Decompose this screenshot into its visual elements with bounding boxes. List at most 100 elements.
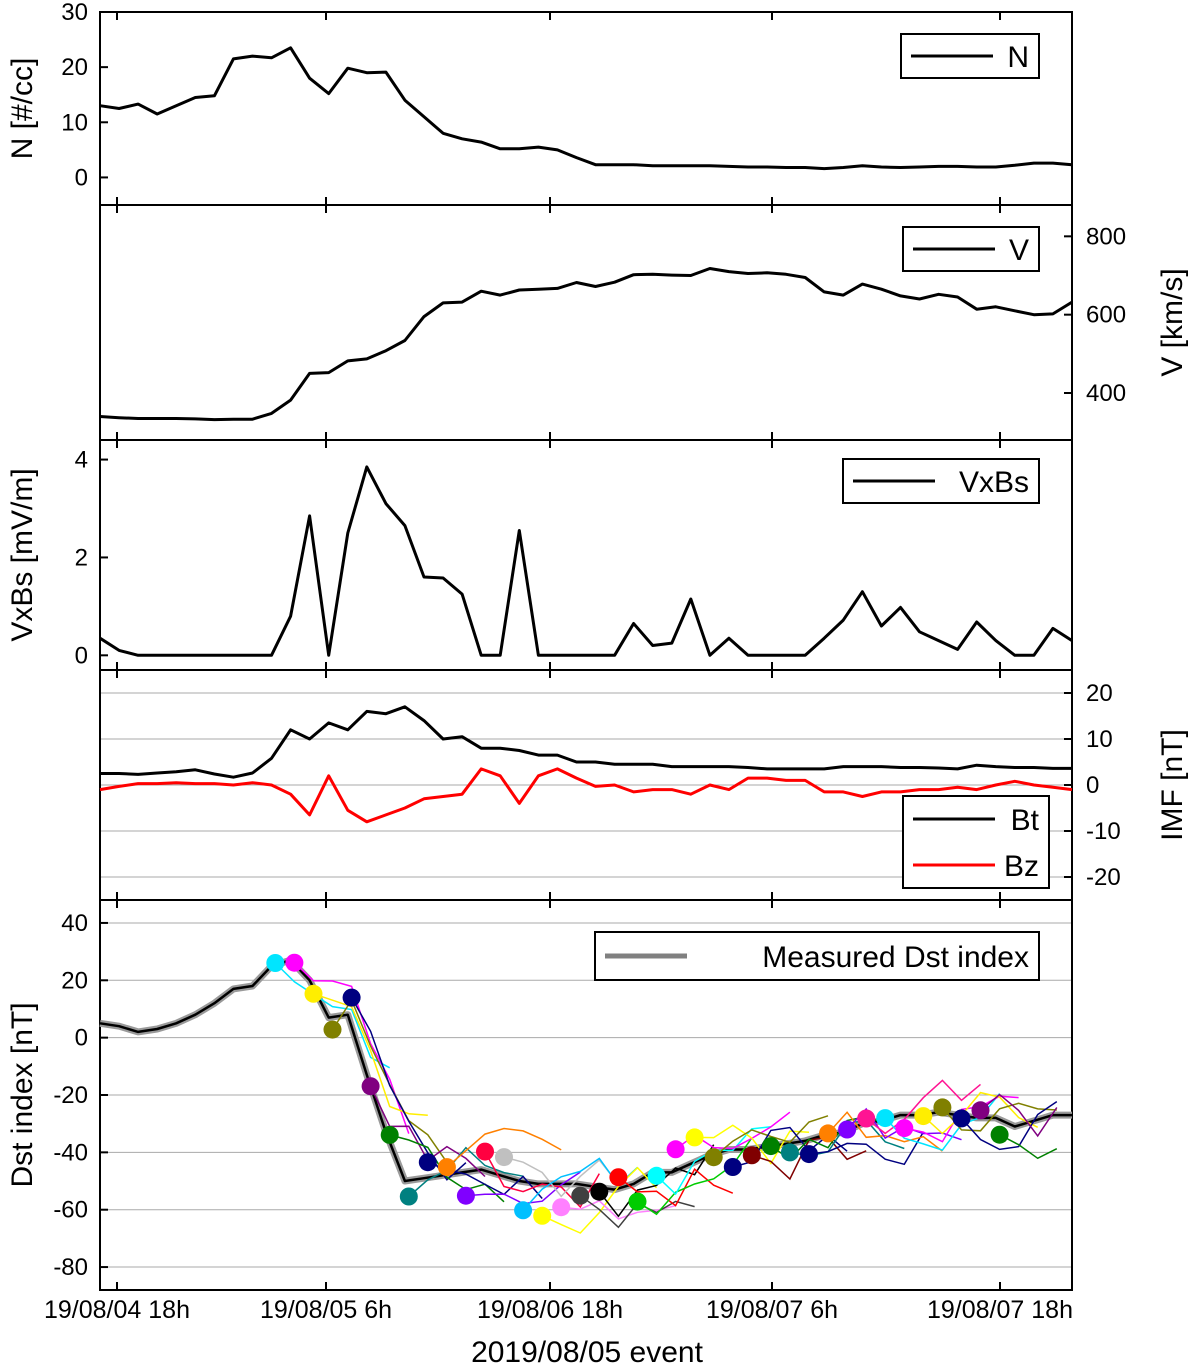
forecast-start-marker [723, 1158, 742, 1176]
y-tick-label: 0 [75, 164, 88, 191]
y-axis-label: N [#/cc] [6, 58, 39, 160]
forecast-trace [980, 1093, 1058, 1138]
forecast-start-marker [609, 1168, 628, 1187]
forecast-start-marker [418, 1153, 437, 1172]
forecast-start-marker [704, 1148, 723, 1167]
legend: VxBs [842, 458, 1040, 504]
panel-5: -80 -60 -40 -20 0 20 40 Dst index [nT] Measured … [6, 899, 1073, 1291]
y-tick-label: 0 [75, 1025, 88, 1052]
forecast-start-marker [476, 1142, 494, 1161]
y-tick-label: 20 [61, 54, 88, 81]
forecast-trace [446, 1127, 562, 1168]
series-bz-line [99, 767, 1073, 824]
forecast-start-marker [266, 954, 285, 972]
y-tick-label: 2 [75, 544, 88, 571]
forecast-start-marker [323, 1020, 342, 1039]
y-axis-label: IMF [nT] [1156, 729, 1189, 841]
forecast-trace [484, 1151, 600, 1209]
x-tick-label: 19/08/05 6h [260, 1296, 392, 1324]
x-tick-label: 19/08/07 6h [706, 1296, 838, 1324]
forecast-start-marker [495, 1148, 513, 1167]
forecast-start-marker [399, 1187, 418, 1206]
y-tick-label: 800 [1086, 223, 1126, 250]
y-axis-label: Dst index [nT] [6, 1002, 39, 1187]
forecast-trace [313, 993, 428, 1116]
legend: Measured Dst index [594, 931, 1040, 981]
y-tick-label: 400 [1086, 380, 1126, 407]
forecast-trace [941, 1102, 1057, 1132]
forecast-start-marker [304, 984, 323, 1003]
forecast-trace [561, 1199, 676, 1220]
x-tick-label: 19/08/07 18h [927, 1296, 1073, 1324]
forecast-trace [694, 1124, 810, 1165]
series-n-line [99, 46, 1073, 171]
panel-3: 0 2 4 VxBs [mV/m] VxBs [6, 439, 1073, 671]
forecast-start-marker [990, 1125, 1009, 1144]
forecast-start-marker [742, 1146, 761, 1165]
forecast-start-marker [533, 1206, 552, 1225]
forecast-start-marker [342, 988, 361, 1007]
legend-entry: V [1009, 234, 1029, 267]
forecast-start-marker [838, 1120, 857, 1139]
legend-entry: Bt [1011, 804, 1040, 837]
forecast-start-marker [819, 1124, 837, 1143]
forecast-start-marker [456, 1186, 475, 1205]
forecast-start-marker [780, 1143, 799, 1162]
forecast-start-marker [514, 1201, 533, 1220]
y-tick-label: -80 [53, 1254, 88, 1281]
y-tick-label: -20 [1086, 864, 1121, 891]
forecast-trace [617, 1168, 734, 1207]
y-tick-label: -20 [53, 1082, 88, 1109]
forecast-start-marker [685, 1128, 704, 1147]
forecast-trace [541, 1166, 658, 1234]
y-tick-label: -10 [1086, 818, 1121, 845]
series-measured-dst-index-line [99, 958, 1072, 1191]
x-axis-label: 2019/08/05 event [471, 1336, 704, 1369]
legend-entry: Bz [1004, 850, 1039, 883]
y-tick-label: 10 [61, 109, 88, 136]
legend-box [902, 795, 1050, 889]
forecast-start-marker [800, 1145, 818, 1164]
x-axis: 19/08/04 18h 19/08/05 6h 19/08/06 18h 19… [44, 1296, 1073, 1369]
panel-2: 400 600 800 V [km/s] V [99, 204, 1189, 441]
x-tick-label: 19/08/06 18h [477, 1296, 623, 1324]
forecast-start-marker [437, 1158, 456, 1177]
legend-box [594, 931, 1040, 981]
forecast-trace [999, 1134, 1058, 1160]
forecast-start-marker [628, 1192, 647, 1211]
y-tick-label: 20 [61, 967, 88, 994]
forecast-start-marker [914, 1107, 933, 1126]
forecast-trace [350, 997, 467, 1181]
legend: V [902, 226, 1040, 272]
forecast-start-marker [590, 1182, 609, 1201]
forecast-start-marker [666, 1140, 685, 1159]
y-tick-label: 40 [61, 910, 88, 937]
y-tick-label: 10 [1086, 726, 1113, 753]
series-vxbs-line [99, 465, 1073, 657]
legend: N [900, 33, 1040, 79]
forecast-trace [808, 1131, 924, 1166]
forecast-start-marker [380, 1125, 399, 1144]
x-tick-label: 19/08/04 18h [44, 1296, 190, 1324]
legend-entry: N [1007, 41, 1029, 74]
series-bt-line [100, 705, 1072, 779]
forecast-start-marker [876, 1109, 895, 1128]
y-tick-label: 20 [1086, 680, 1113, 707]
forecast-start-marker [361, 1077, 380, 1096]
y-tick-label: 30 [61, 0, 88, 26]
y-axis-label: VxBs [mV/m] [6, 468, 39, 641]
y-tick-label: -40 [53, 1139, 88, 1166]
forecast-trace [922, 1091, 1039, 1135]
forecast-start-marker [952, 1109, 971, 1128]
y-tick-label: 4 [75, 447, 88, 474]
forecast-trace [865, 1079, 981, 1135]
forecast-start-marker [647, 1166, 666, 1185]
forecast-trace [713, 1115, 829, 1158]
series-halo [99, 956, 1072, 1194]
forecast-start-marker [971, 1101, 990, 1120]
forecast-trace [827, 1111, 943, 1152]
panel-1: 0 10 20 30 N [#/cc] N [6, 0, 1073, 206]
forecast-trace [960, 1100, 1058, 1151]
legend: Bt Bz [902, 795, 1050, 889]
